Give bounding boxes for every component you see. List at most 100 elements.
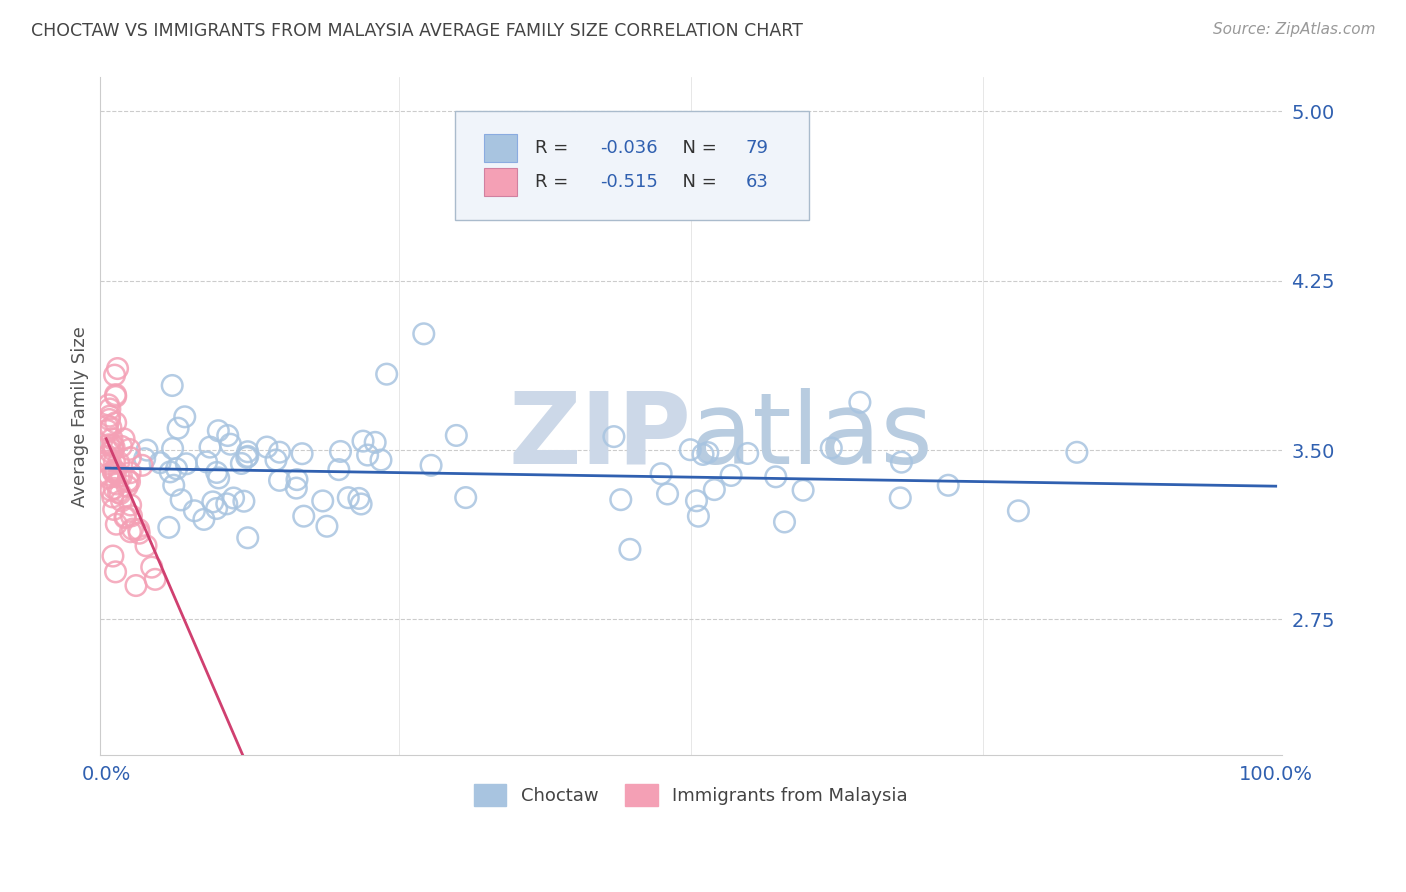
- Point: [159, 465, 181, 479]
- Point: [104, 368, 127, 383]
- Point: [264, 453, 287, 467]
- Point: [101, 432, 124, 446]
- Point: [114, 509, 136, 524]
- Point: [370, 453, 392, 467]
- Point: [120, 466, 142, 480]
- Point: [110, 439, 132, 453]
- Text: -0.515: -0.515: [600, 173, 658, 191]
- Bar: [484, 134, 517, 162]
- Point: [103, 465, 125, 479]
- Point: [96, 454, 118, 468]
- Point: [222, 491, 245, 505]
- Point: [128, 523, 150, 537]
- Point: [285, 473, 308, 487]
- Point: [149, 456, 172, 470]
- Point: [347, 491, 370, 506]
- Point: [104, 565, 127, 579]
- Point: [105, 517, 128, 532]
- Point: [167, 421, 190, 435]
- Point: [1007, 504, 1029, 518]
- Point: [98, 402, 121, 417]
- Point: [103, 465, 125, 479]
- Y-axis label: Average Family Size: Average Family Size: [72, 326, 89, 507]
- Point: [236, 531, 259, 545]
- Point: [104, 387, 127, 401]
- Point: [292, 509, 315, 524]
- Point: [337, 491, 360, 505]
- Point: [143, 573, 166, 587]
- Point: [205, 466, 228, 480]
- Point: [657, 487, 679, 501]
- Point: [103, 441, 125, 455]
- Point: [195, 455, 218, 469]
- Point: [183, 504, 205, 518]
- Text: 63: 63: [745, 173, 768, 191]
- Point: [792, 483, 814, 498]
- Point: [692, 447, 714, 461]
- Point: [100, 483, 122, 497]
- Text: R =: R =: [536, 139, 574, 157]
- Point: [100, 445, 122, 459]
- Point: [679, 442, 702, 457]
- Point: [170, 492, 193, 507]
- Point: [446, 428, 468, 442]
- Point: [105, 477, 128, 491]
- Point: [97, 438, 120, 452]
- Point: [103, 482, 125, 496]
- Point: [820, 441, 842, 455]
- Point: [136, 443, 159, 458]
- Point: [773, 515, 796, 529]
- Point: [101, 490, 124, 504]
- Text: -0.036: -0.036: [600, 139, 658, 157]
- Point: [135, 539, 157, 553]
- Point: [312, 494, 335, 508]
- Point: [936, 478, 959, 492]
- Point: [97, 398, 120, 412]
- Point: [120, 508, 142, 523]
- Point: [619, 542, 641, 557]
- Point: [688, 509, 710, 524]
- Point: [291, 447, 314, 461]
- Point: [103, 454, 125, 468]
- Point: [97, 467, 120, 482]
- Point: [118, 475, 141, 489]
- Point: [364, 435, 387, 450]
- Point: [269, 474, 291, 488]
- Point: [120, 450, 142, 465]
- Point: [125, 578, 148, 592]
- Point: [101, 438, 124, 452]
- Point: [208, 471, 231, 485]
- Point: [603, 429, 626, 443]
- Point: [215, 497, 238, 511]
- Point: [107, 361, 129, 376]
- Point: [236, 450, 259, 464]
- Point: [110, 493, 132, 508]
- Bar: [484, 168, 517, 196]
- Point: [765, 470, 787, 484]
- Point: [217, 428, 239, 442]
- Point: [889, 491, 911, 505]
- Point: [720, 468, 742, 483]
- Point: [166, 461, 188, 475]
- Point: [198, 440, 221, 454]
- Point: [121, 522, 143, 536]
- Point: [207, 424, 229, 438]
- Point: [97, 424, 120, 438]
- Point: [201, 495, 224, 509]
- Point: [160, 378, 183, 392]
- Point: [176, 457, 198, 471]
- Point: [356, 448, 378, 462]
- Point: [96, 418, 118, 433]
- Point: [285, 481, 308, 495]
- Point: [118, 442, 141, 457]
- Text: ZIP: ZIP: [508, 388, 690, 485]
- Point: [110, 469, 132, 483]
- Point: [420, 458, 443, 473]
- Point: [316, 519, 339, 533]
- Point: [112, 432, 135, 446]
- Point: [134, 451, 156, 466]
- Point: [107, 485, 129, 500]
- Point: [163, 478, 186, 492]
- Point: [1066, 445, 1088, 459]
- Point: [650, 467, 672, 481]
